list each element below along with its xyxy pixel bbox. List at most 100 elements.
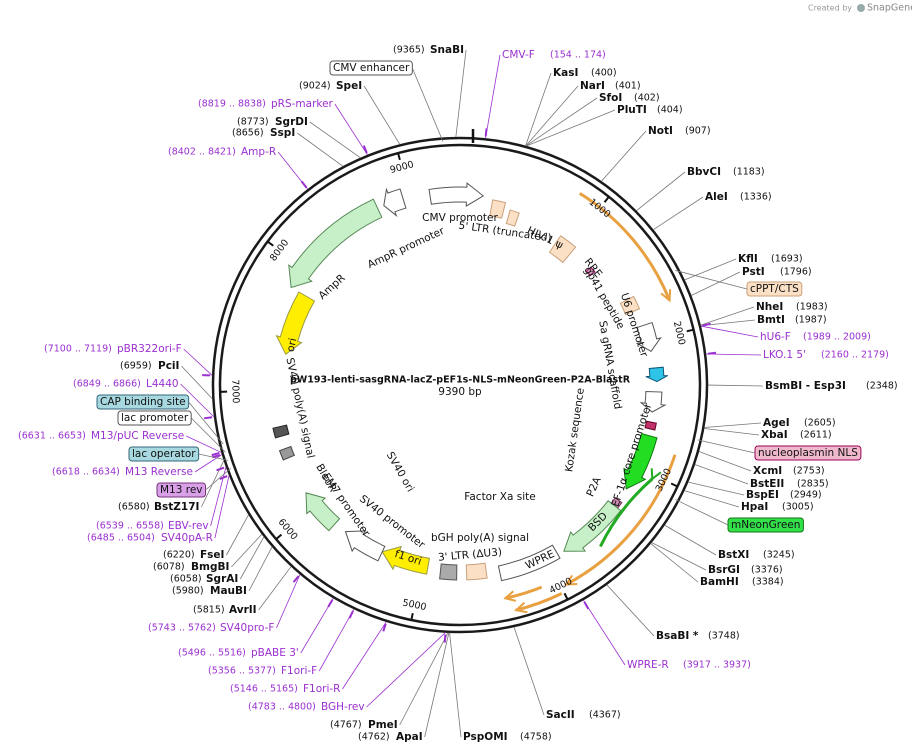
enzyme-location: (2835) [797,479,829,490]
feature-arc [599,477,654,548]
primer-location: (5356 .. 5377) [208,666,276,677]
primer-location: (8819 .. 8838) [198,99,266,110]
enzyme-location: (4767) [330,720,362,731]
enzyme-leader [526,109,616,147]
enzyme-name: PciI [158,360,179,372]
feature-label: Sa gRNA scaffold [596,320,623,410]
primer-leader [583,599,626,666]
enzyme-location: (401) [615,81,641,92]
enzyme-name: SnaBI [430,44,464,56]
enzyme-name: BamHI [700,576,739,588]
enzyme-leader [297,132,344,167]
primer-name: F1ori-F [281,665,317,677]
enzyme-leader [601,130,647,182]
primer-name: LKO.1 5' [763,349,806,361]
primer-location: (6485 .. 6504) [87,533,155,544]
primer-name: BGH-rev [321,701,365,713]
feature-leader [697,439,756,454]
primer-name: L4440 [146,378,179,390]
primer-mark [292,575,300,583]
enzyme-location: (6580) [118,502,150,513]
primer-leader [186,435,222,453]
enzyme-leader [684,490,740,508]
enzyme-location: (2605) [804,418,836,429]
enzyme-name: SacII [546,709,575,721]
feature-shape [344,530,386,562]
enzyme-location: (1987) [795,315,827,326]
enzyme-name: BspEI [746,489,779,501]
primer-name: SV40pro-F [220,622,274,634]
enzyme-location: (2348) [866,381,898,392]
enzyme-name: KasI [553,67,578,79]
enzyme-leader [309,121,361,159]
tick-label: 1000 [587,197,613,221]
tick-label: 3000 [654,467,674,494]
enzyme-leader [691,271,741,296]
primer-leader [194,454,223,473]
primer-location: (2160 .. 2179) [821,350,889,361]
primer-leader [318,608,355,672]
primer-leader [276,574,301,629]
enzyme-leader [694,464,749,485]
feature-shape [639,390,667,413]
credit: Created by [808,4,852,13]
enzyme-name: BsrGI [708,564,740,576]
enzyme-name: KflI [738,253,758,265]
primer-mark [300,180,308,189]
primer-location: (5743 .. 5762) [148,623,216,634]
enzyme-leader [449,632,462,738]
enzyme-location: (1693) [771,254,803,265]
tick-mark [686,328,694,333]
primer-location: (1989 .. 2009) [803,332,871,343]
enzyme-name: SpeI [336,80,362,92]
primer-location: (6539 .. 6558) [96,521,164,532]
feature-label: Factor Xa site [464,491,535,503]
enzyme-leader [248,546,273,592]
primer-leader [366,632,446,708]
enzyme-leader [698,451,752,472]
enzyme-leader [651,542,707,571]
enzyme-leader [664,524,717,556]
feature-box-label: cPPT/CTS [750,283,799,295]
enzyme-location: (3376) [751,565,783,576]
primer-location: (4783 .. 4800) [248,702,316,713]
brand: SnapGene [867,3,912,14]
primer-mark [216,466,225,472]
enzyme-leader [399,632,449,726]
enzyme-name: NheI [756,301,783,313]
enzyme-name: SfoI [599,92,622,104]
feature-shape [383,187,407,218]
enzyme-location: (5980) [172,586,204,597]
primer-name: CMV-F [502,49,535,61]
feature-leader [198,453,229,461]
feature-label: AmpR [316,272,347,302]
enzyme-location: (402) [634,93,660,104]
enzyme-location: (2949) [790,490,822,501]
feature-shape [278,445,295,461]
primer-leader [210,466,227,527]
enzyme-location: (1336) [740,192,772,203]
primer-name: EBV-rev [168,520,209,532]
enzyme-name: AvrII [229,604,257,616]
feature-shape [489,199,507,219]
primer-name: M13 Reverse [125,466,193,478]
enzyme-name: NarI [580,80,605,92]
feature-leader [188,401,224,445]
enzyme-leader [424,632,450,738]
primer-name: pRS-marker [271,98,334,110]
primer-name: M13/pUC Reverse [91,430,184,442]
feature-label: SV40 poly(A) signal [283,357,316,460]
tick-mark [563,592,569,600]
feature-box-label: lac operator [132,448,196,460]
enzyme-name: SgrAI [206,573,238,585]
feature-shape [548,235,577,264]
feature-shape [585,266,596,277]
enzyme-leader [525,97,598,147]
enzyme-location: (1983) [796,302,828,313]
feature-shape [272,424,290,439]
enzyme-name: BstZ17I [154,501,199,513]
primer-leader [334,103,368,156]
primer-mark [219,475,228,480]
primer-mark [204,416,213,420]
